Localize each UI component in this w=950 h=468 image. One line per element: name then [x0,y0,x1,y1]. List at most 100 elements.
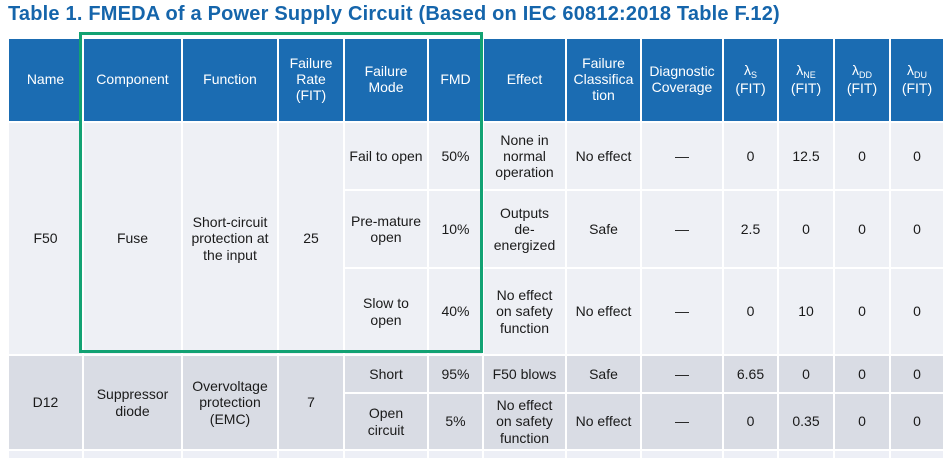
lambda-ne-unit: (FIT) [790,79,822,96]
cell-d12-mode-1-classification: Safe [565,354,642,394]
lambda-subscript: DD [859,70,872,81]
cell-f50-mode-3-lambda-dd: 0 [833,267,891,356]
lambda-du-label: λDU [896,62,938,80]
lambda-subscript: NE [803,70,816,81]
partial-cell [427,449,484,460]
cell-d12-function: Overvoltage protection (EMC) [181,354,279,451]
cell-d12-mode-1: Short [343,354,429,394]
cell-f50-mode-2-lambda-ne: 0 [777,189,835,269]
col-header-diagnostic-coverage: Diagnostic Coverage [640,37,724,123]
partial-cell [343,449,429,460]
cell-d12-failure-rate: 7 [277,354,345,451]
col-header-component: Component [82,37,183,123]
cell-f50-mode-3-lambda-du: 0 [889,267,945,356]
partial-cell [777,449,835,460]
cell-f50-mode-3-fmd: 40% [427,267,484,356]
col-header-failure-mode: Failure Mode [343,37,429,123]
lambda-symbol: λ [743,62,751,79]
cell-d12-mode-2-classification: No effect [565,392,642,451]
lambda-dd-label: λDD [840,62,884,81]
col-header-lambda-s: λS (FIT) [722,37,779,123]
cell-d12-mode-1-lambda-du: 0 [889,354,945,394]
row-f50-premature-open: Pre-mature open 10% Outputs de-energized… [8,189,945,269]
col-header-failure-rate: Failure Rate (FIT) [277,37,345,123]
partial-cell [482,449,567,460]
cell-f50-mode-1-lambda-du: 0 [889,121,945,191]
cell-f50-mode-3-classification: No effect [565,267,642,356]
partial-cell [889,449,945,460]
cell-d12-mode-1-lambda-dd: 0 [833,354,891,394]
lambda-ne-label: λNE [784,62,828,81]
cell-d12-mode-2-lambda-dd: 0 [833,392,891,451]
col-header-lambda-dd: λDD (FIT) [833,37,891,123]
cell-f50-mode-1-classification: No effect [565,121,642,191]
partial-cell [82,449,183,460]
cell-d12-mode-1-fmd: 95% [427,354,484,394]
cell-f50-mode-2-lambda-du: 0 [889,189,945,269]
lambda-symbol: λ [852,62,859,79]
cell-f50-mode-2-fmd: 10% [427,189,484,269]
cell-d12-mode-2-diagnostic-coverage: — [640,392,724,451]
cell-f50-mode-2-classification: Safe [565,189,642,269]
row-f50-slow-to-open: Slow to open 40% No effect on safety fun… [8,267,945,356]
cell-d12-mode-2-effect: No effect on safety function [482,392,567,451]
partial-cell [640,449,724,460]
lambda-symbol: λ [796,62,804,79]
cell-f50-component: Fuse [82,121,183,356]
cell-d12-mode-1-lambda-ne: 0 [777,354,835,394]
row-partial-next [7,449,945,460]
col-header-lambda-du: λDU (FIT) [889,37,945,123]
fmeda-table-wrap: Name Component Function Failure Rate (FI… [7,37,945,460]
row-f50-fail-to-open: F50 Fuse Short-circuit protection at the… [7,121,945,356]
cell-d12-mode-2-lambda-ne: 0.35 [777,392,835,451]
cell-f50-mode-1-lambda-dd: 0 [833,121,891,191]
cell-f50-function: Short-circuit protection at the input [181,121,279,356]
partial-cell [277,449,345,460]
cell-f50-mode-3-effect: No effect on safety function [482,267,567,356]
col-header-function: Function [181,37,279,123]
col-header-failure-classification: Failure Classification [565,37,642,123]
lambda-s-label: λS [729,62,772,81]
partial-cell [833,449,891,460]
partial-cell [181,449,279,460]
cell-d12-mode-2-lambda-s: 0 [722,392,779,451]
lambda-symbol: λ [907,62,914,79]
cell-d12-mode-1-diagnostic-coverage: — [640,354,724,394]
cell-f50-mode-1-lambda-s: 0 [722,121,779,191]
cell-f50-mode-3-lambda-ne: 10 [777,267,835,356]
cell-d12-mode-1-lambda-s: 6.65 [722,354,779,394]
cell-f50-mode-1-diagnostic-coverage: — [640,121,724,191]
partial-cell [565,449,642,460]
cell-d12-component: Suppressor diode [82,354,183,451]
row-d12-short: D12 Suppressor diode Overvoltage protect… [7,354,945,451]
cell-f50-mode-2-lambda-dd: 0 [833,189,891,269]
lambda-subscript: S [750,70,757,81]
lambda-dd-unit: (FIT) [846,79,878,96]
partial-cell [7,449,84,460]
col-header-name: Name [7,37,84,123]
fmeda-table: Name Component Function Failure Rate (FI… [7,37,945,460]
cell-d12-name: D12 [7,354,84,451]
cell-f50-mode-2-lambda-s: 2.5 [722,189,779,269]
lambda-du-unit: (FIT) [901,79,933,96]
cell-d12-mode-2-fmd: 5% [427,392,484,451]
row-d12-open-circuit: Open circuit 5% No effect on safety func… [8,392,945,451]
cell-f50-mode-3: Slow to open [343,267,429,356]
cell-f50-mode-2-effect: Outputs de-energized [482,189,567,269]
lambda-s-unit: (FIT) [735,79,766,96]
cell-d12-mode-2: Open circuit [343,392,429,451]
cell-f50-failure-rate: 25 [277,121,345,356]
col-header-lambda-ne: λNE (FIT) [777,37,835,123]
cell-f50-mode-1-lambda-ne: 12.5 [777,121,835,191]
col-header-effect: Effect [482,37,567,123]
cell-d12-mode-2-lambda-du: 0 [889,392,945,451]
cell-f50-mode-1-effect: None in normal operation [482,121,567,191]
cell-f50-mode-3-diagnostic-coverage: — [640,267,724,356]
table-title: Table 1. FMEDA of a Power Supply Circuit… [8,3,780,25]
cell-f50-name: F50 [7,121,84,356]
col-header-fmd: FMD [427,37,484,123]
cell-f50-mode-2-diagnostic-coverage: — [640,189,724,269]
cell-f50-mode-2: Pre-mature open [343,189,429,269]
partial-cell [722,449,779,460]
